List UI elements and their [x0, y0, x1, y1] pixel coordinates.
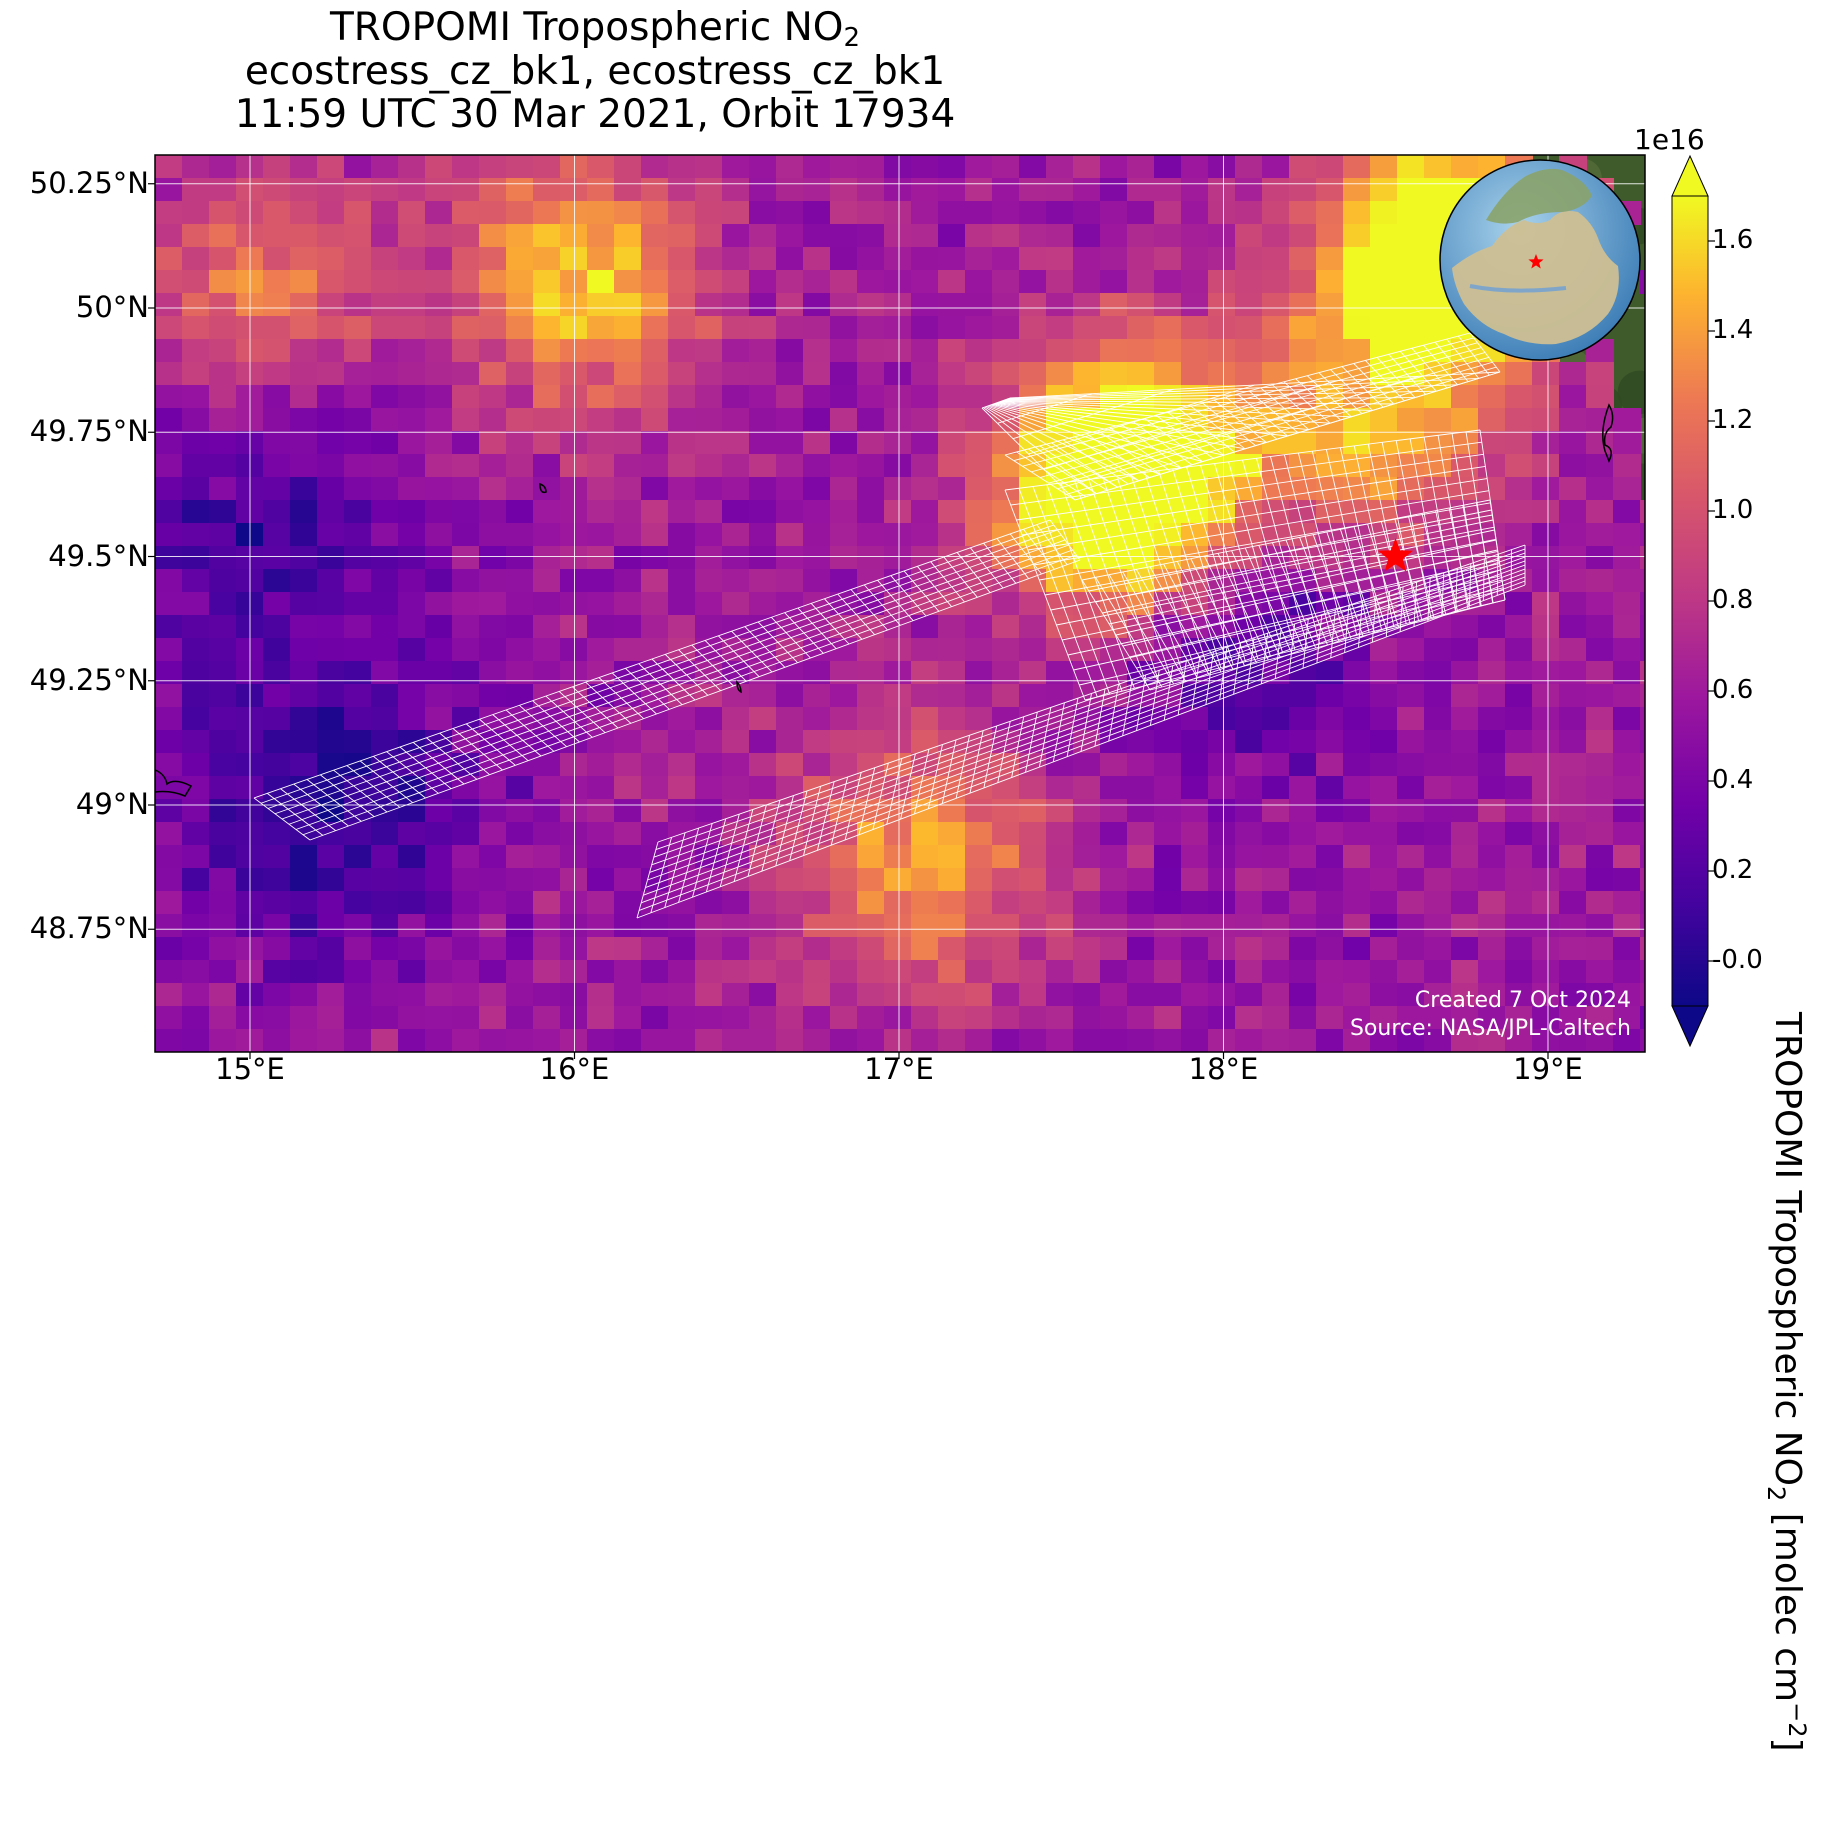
colorbar-tick-label: 1.6	[1712, 225, 1753, 255]
colorbar-tick-label: 0.4	[1712, 765, 1753, 795]
colorbar-min-arrow	[1672, 1006, 1708, 1046]
colorbar-tick-label: 0.8	[1712, 585, 1753, 615]
map-area	[155, 155, 1668, 1060]
colorbar-tick-label: 1.0	[1712, 495, 1753, 525]
lat-tick-label: 49°N	[76, 787, 149, 821]
lat-tick-label: 49.25°N	[30, 663, 149, 697]
lat-tick-label: 49.75°N	[30, 414, 149, 448]
colorbar-tick-label: 1.2	[1712, 405, 1753, 435]
colorbar-tick-label: 0.6	[1712, 675, 1753, 705]
globe-icon	[1440, 160, 1640, 360]
figure: TROPOMI Tropospheric NO2 ecostress_cz_bk…	[0, 0, 1821, 1098]
lat-tick-label: 50.25°N	[30, 166, 149, 200]
credit-created: Created 7 Oct 2024	[1415, 988, 1631, 1013]
colorbar-max-arrow	[1672, 156, 1708, 196]
map-panel	[0, 0, 1821, 1098]
lat-tick-label: 50°N	[76, 290, 149, 324]
credit-source: Source: NASA/JPL-Caltech	[1350, 1016, 1631, 1041]
colorbar	[1672, 156, 1715, 1046]
lon-tick-label: 17°E	[864, 1052, 934, 1086]
lat-tick-label: 48.75°N	[30, 911, 149, 945]
colorbar-tick-label: 0.2	[1712, 855, 1753, 885]
colorbar-tick-label: 1.4	[1712, 315, 1753, 345]
colorbar-exponent: 1e16	[1634, 123, 1705, 156]
lat-tick-label: 49.5°N	[48, 539, 149, 573]
lon-tick-label: 19°E	[1513, 1052, 1583, 1086]
colorbar-tick-label: -0.0	[1712, 945, 1763, 975]
lon-tick-label: 18°E	[1189, 1052, 1259, 1086]
lat-ticks	[148, 184, 155, 930]
colorbar-title: TROPOMI Tropospheric NO2 [molec cm−2]	[1762, 1012, 1811, 1842]
lon-tick-label: 16°E	[540, 1052, 610, 1086]
lon-tick-label: 15°E	[215, 1052, 285, 1086]
